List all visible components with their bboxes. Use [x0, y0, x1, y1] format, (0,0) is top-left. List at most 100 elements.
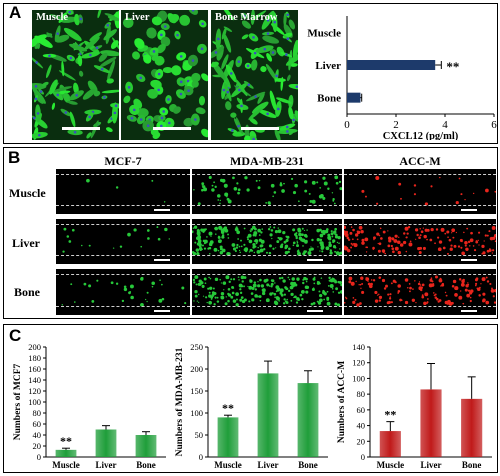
nucleus-mark [95, 46, 99, 50]
cell-dot [348, 276, 353, 281]
cell-mark [266, 52, 273, 62]
cell-dot [211, 184, 214, 187]
bone-marrow-cells-image [211, 10, 298, 140]
cell-dot [233, 186, 238, 191]
cell-dot [338, 180, 342, 184]
cell-dot [464, 244, 467, 247]
cell-mark [53, 86, 73, 92]
cell-dot [260, 239, 265, 244]
channel-boundary [56, 255, 190, 256]
cell-dot [404, 300, 409, 305]
cell-dot [239, 298, 243, 302]
cell-dot [294, 183, 298, 188]
nucleus-mark [214, 51, 218, 54]
cell-dot [415, 302, 417, 304]
cell-mark [156, 43, 166, 54]
cell-dot [492, 249, 495, 252]
cell-dot [424, 292, 429, 297]
category-label: Muscle [214, 460, 242, 470]
cell-mark [46, 64, 52, 79]
y-tick-label: 60 [357, 405, 366, 415]
cell-dot [205, 296, 208, 299]
y-tick-label: 40 [33, 430, 42, 440]
cell-dot [296, 277, 300, 281]
cell-dot [310, 246, 312, 248]
cell-dot [464, 288, 468, 292]
cell-dot [430, 283, 435, 287]
cell-dot [201, 284, 205, 288]
cell-dot [384, 252, 387, 255]
cell-dot [259, 299, 262, 302]
cell-dot [257, 228, 261, 233]
cell-dot [493, 233, 496, 238]
cell-dot [224, 302, 228, 306]
cell-dot [419, 246, 423, 250]
cell-dot [392, 250, 395, 254]
cell-mark [98, 52, 108, 62]
cell-dot [321, 245, 325, 249]
cell-dot [381, 278, 386, 283]
significance-mark: ** [222, 401, 234, 415]
channel-boundary [192, 306, 342, 307]
nucleus-mark [226, 90, 230, 94]
cell-dot [415, 238, 417, 240]
cell-dot [359, 302, 362, 305]
cell-dot [304, 189, 308, 193]
cell-dot [350, 226, 353, 228]
cell-dot [238, 245, 241, 248]
cell-dot [473, 249, 477, 252]
cell-dot [265, 251, 269, 254]
fluorescence-strip [56, 169, 190, 214]
cell-dot [447, 236, 449, 238]
cell-dot [232, 278, 236, 281]
category-label: Bone [298, 460, 318, 470]
cell-dot [235, 246, 239, 249]
cell-mark [146, 27, 157, 39]
cell-dot [279, 291, 283, 295]
micrograph-muscle: Muscle [32, 10, 119, 140]
cell-dot [449, 247, 453, 251]
cell-mark [198, 95, 206, 106]
cell-mark [274, 78, 286, 82]
cell-dot [243, 227, 246, 230]
cell-dot [355, 280, 357, 283]
cell-dot [302, 252, 306, 256]
cell-dot [311, 180, 316, 185]
cell-mark [103, 29, 117, 41]
cell-dot [196, 300, 198, 302]
cell-dot [192, 230, 194, 234]
cell-dot [254, 288, 257, 291]
cell-dot [446, 230, 450, 234]
cell-dot [465, 247, 469, 252]
significance-mark: ** [60, 434, 72, 448]
cell-dot [334, 250, 337, 253]
cell-dot [232, 299, 237, 303]
cell-mark [93, 90, 101, 97]
cell-mark [46, 32, 53, 38]
cell-dot [444, 300, 449, 305]
cell-dot [332, 291, 335, 293]
cell-dot [198, 301, 200, 303]
cell-dot [86, 178, 90, 183]
cell-dot [469, 296, 472, 299]
cell-dot [463, 231, 465, 234]
cell-dot [310, 302, 314, 306]
cell-dot [455, 200, 459, 205]
cell-dot [340, 283, 342, 287]
y-axis-label: Numbers of MCF7 [13, 363, 23, 440]
cell-dot [319, 238, 323, 242]
cell-dot [335, 287, 339, 291]
cell-dot [458, 177, 461, 180]
cell-dot [254, 234, 257, 237]
y-tick-label: 40 [357, 421, 366, 431]
cell-dot [413, 193, 417, 196]
column-header-mcf7: MCF-7 [104, 154, 142, 168]
panel-b: B MCF-7 MDA-MB-231 ACC-M Muscle Liver Bo… [3, 147, 498, 319]
cell-mark [221, 54, 229, 70]
cell-dot [73, 301, 76, 303]
cell-dot [402, 240, 407, 245]
cell-dot [445, 294, 448, 297]
y-tick-label: 150 [190, 386, 203, 396]
cell-dot [354, 298, 357, 301]
cell-dot [287, 276, 290, 279]
